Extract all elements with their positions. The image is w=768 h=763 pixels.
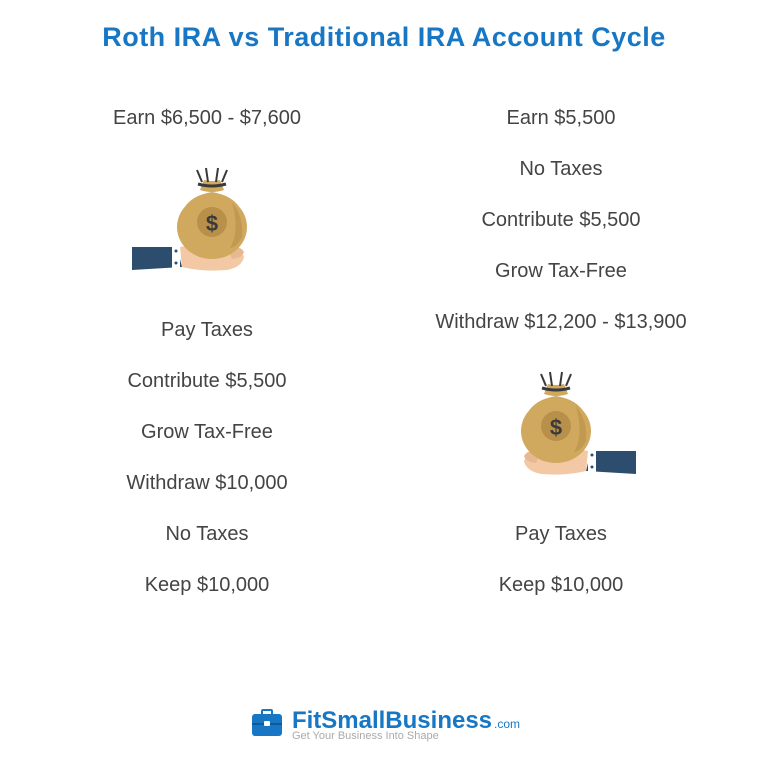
page-title: Roth IRA vs Traditional IRA Account Cycl… — [0, 0, 768, 53]
step-text: Grow Tax-Free — [495, 260, 627, 283]
step-text: Contribute $5,500 — [481, 209, 640, 232]
step-text: Pay Taxes — [515, 523, 607, 546]
step-text: Withdraw $12,200 - $13,900 — [435, 311, 686, 334]
step-text: Pay Taxes — [161, 319, 253, 342]
money-bag-icon: $ — [486, 356, 636, 501]
svg-text:$: $ — [550, 415, 562, 440]
footer-text: FitSmallBusiness.com Get Your Business I… — [292, 709, 520, 742]
svg-text:$: $ — [206, 211, 218, 236]
step-text: Earn $5,500 — [507, 107, 616, 130]
step-text: Contribute $5,500 — [127, 370, 286, 393]
comparison-columns: Earn $6,500 - $7,600 — [0, 53, 768, 611]
step-text: Earn $6,500 - $7,600 — [113, 107, 301, 130]
step-text: Keep $10,000 — [145, 574, 270, 597]
right-column: Earn $5,500 No Taxes Contribute $5,500 G… — [391, 93, 731, 611]
footer-tagline: Get Your Business Into Shape — [292, 731, 520, 742]
left-column: Earn $6,500 - $7,600 — [37, 93, 377, 611]
money-bag-icon: $ — [132, 152, 282, 297]
step-text: Withdraw $10,000 — [126, 472, 287, 495]
step-text: Keep $10,000 — [499, 574, 624, 597]
step-text: No Taxes — [165, 523, 248, 546]
footer: FitSmallBusiness.com Get Your Business I… — [0, 706, 768, 745]
step-text: Grow Tax-Free — [141, 421, 273, 444]
briefcase-icon — [248, 706, 286, 745]
step-text: No Taxes — [519, 158, 602, 181]
